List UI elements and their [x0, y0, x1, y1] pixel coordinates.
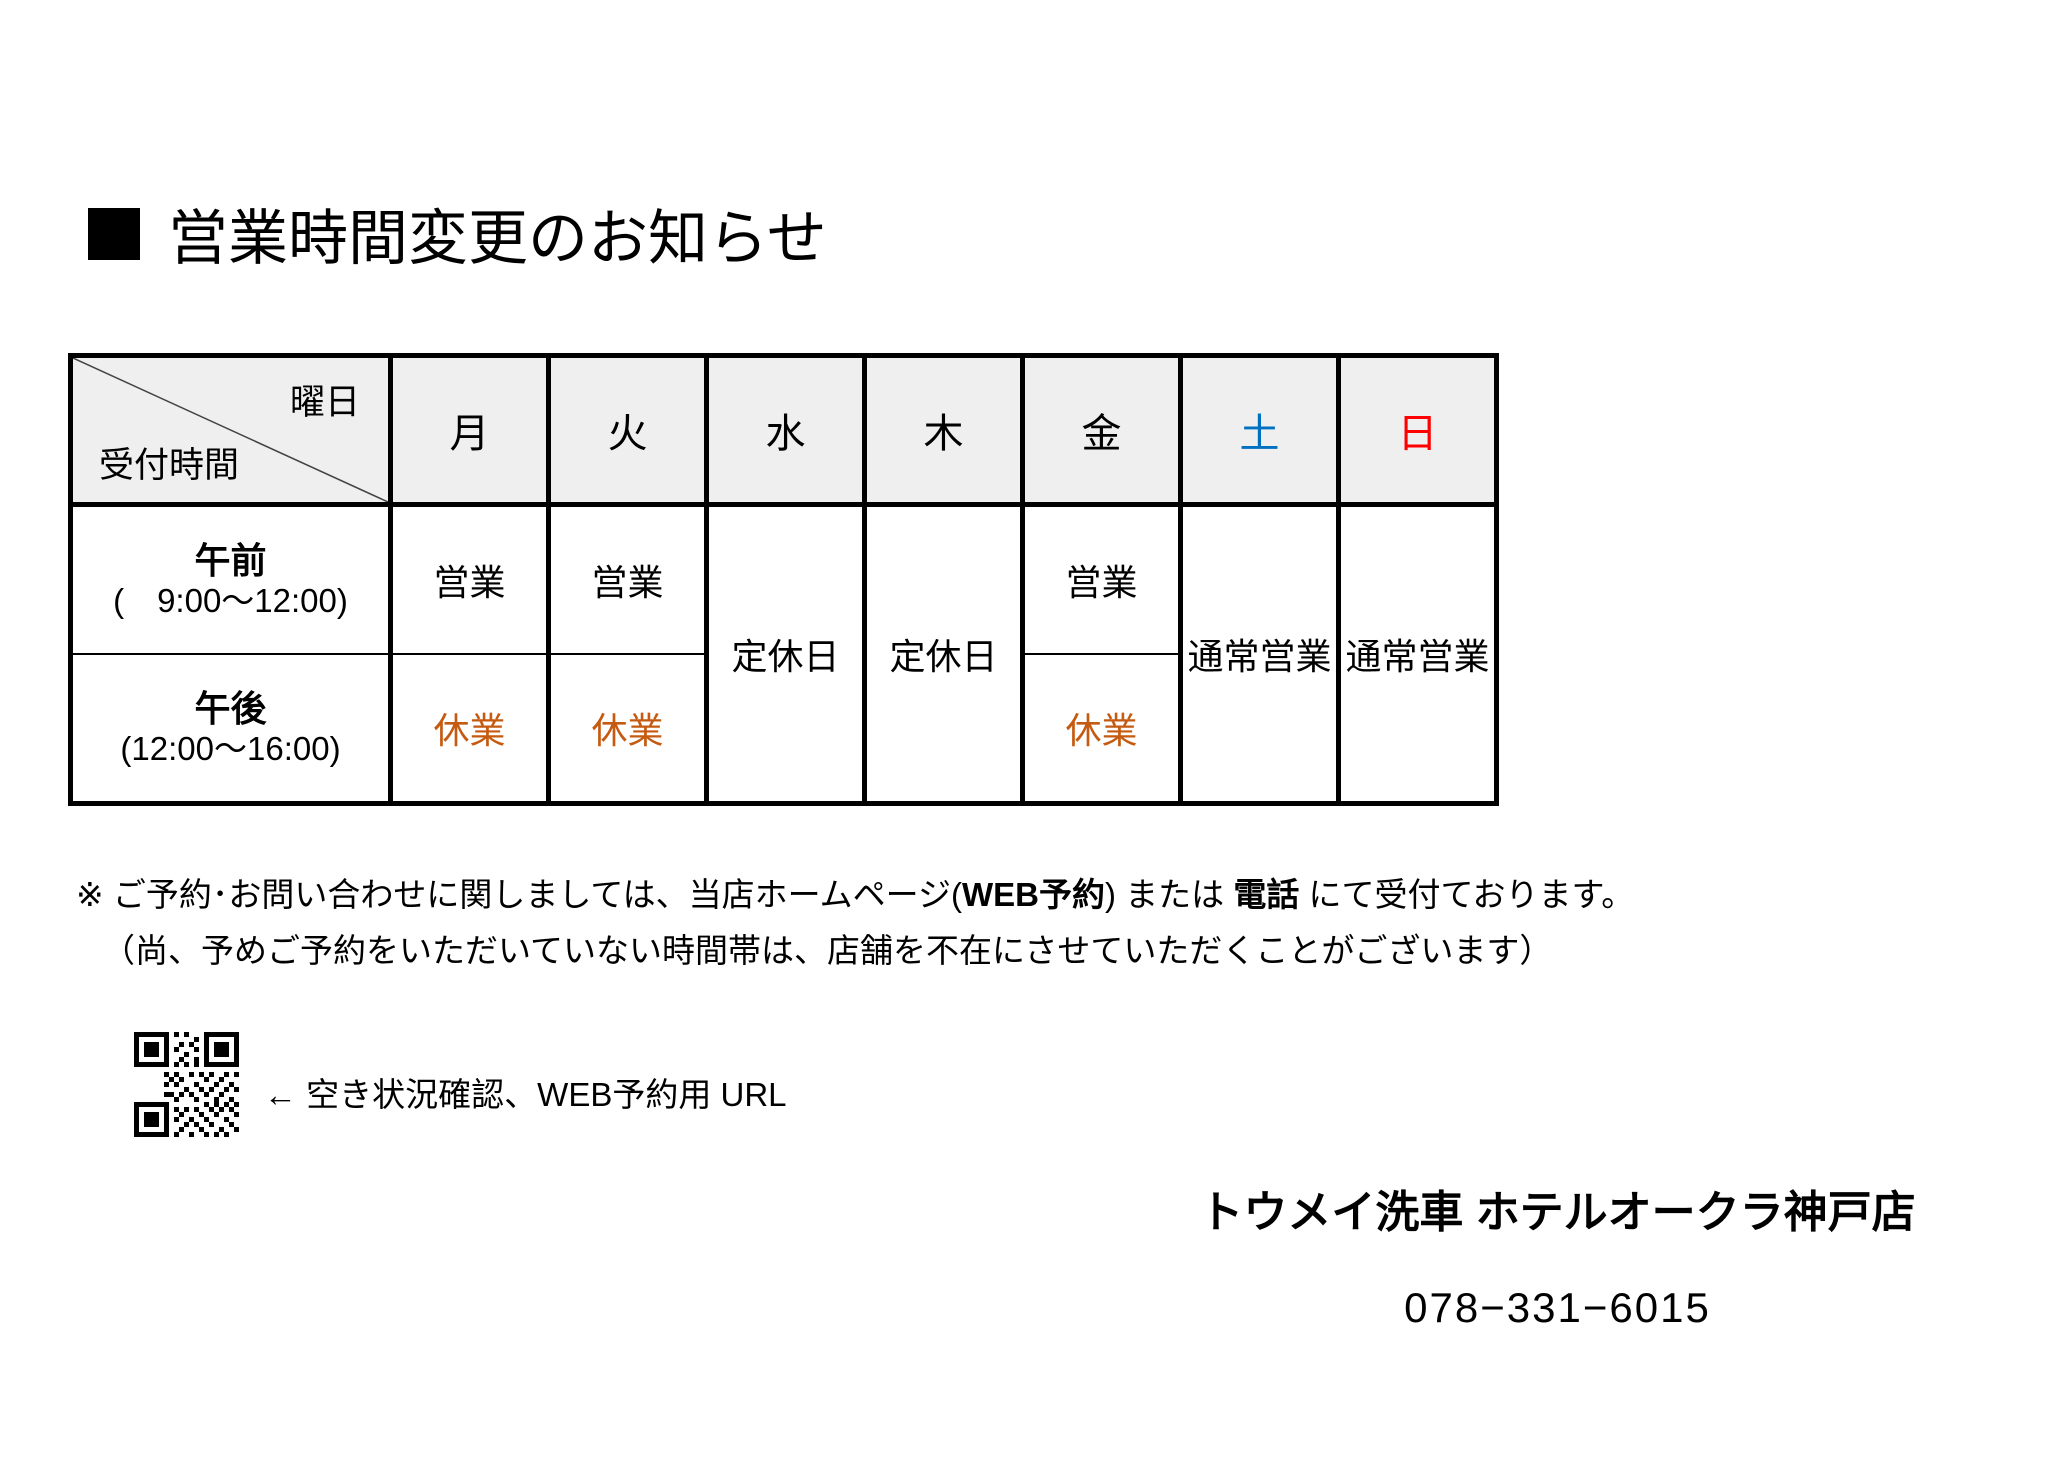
- cell-mon-am: 営業: [388, 502, 551, 655]
- diagonal-divider-line: [73, 358, 388, 502]
- cell-wed-allday: 定休日: [704, 502, 867, 806]
- table-row-morning: 午前 ( 9:00～12:00) 営業 営業 定休日 定休日 営業 通常営業 通…: [68, 502, 1499, 806]
- note1-bold-web: WEB予約: [962, 876, 1106, 913]
- corner-label-day: 曜日: [289, 383, 360, 422]
- phone-number: 078−331−6015: [1404, 1284, 1711, 1331]
- row-label-afternoon: 午後 (12:00～16:00): [68, 653, 393, 806]
- cell-fri-am: 営業: [1020, 502, 1183, 655]
- cell-tue-am: 営業: [546, 502, 709, 655]
- qr-code: [134, 1032, 239, 1137]
- day-header-thu: 木: [862, 353, 1025, 507]
- row-label-morning: 午前 ( 9:00～12:00): [68, 502, 393, 655]
- note1-text: にて受付ております。: [1299, 876, 1635, 913]
- period-time: ( 9:00～12:00): [113, 581, 348, 619]
- corner-header-cell: 曜日 受付時間: [68, 353, 393, 507]
- day-header-tue: 火: [546, 353, 709, 507]
- cell-tue-pm: 休業: [546, 653, 709, 806]
- page-title-text: 営業時間変更のお知らせ: [168, 205, 827, 272]
- business-hours-table: 曜日 受付時間 月 火 水 木 金 土 日 午前 ( 9:00～12:00) 営…: [68, 353, 1499, 806]
- page-title: 営業時間変更のお知らせ: [88, 190, 827, 277]
- store-name: トウメイ洗車 ホテルオークラ神戸店: [1199, 1188, 1916, 1237]
- title-bullet-square-icon: [88, 207, 140, 260]
- qr-caption: ← 空き状況確認、WEB予約用 URL: [264, 1076, 787, 1113]
- period-label: 午後: [194, 688, 267, 730]
- table-header-row: 曜日 受付時間 月 火 水 木 金 土 日: [68, 353, 1499, 507]
- note-line-2: （尚、予めご予約をいただいていない時間帯は、店舗を不在にさせていただくことがござ…: [102, 932, 1553, 969]
- day-header-fri: 金: [1020, 353, 1183, 507]
- day-header-wed: 水: [704, 353, 867, 507]
- corner-label-reception-time: 受付時間: [99, 446, 240, 485]
- cell-sun-allday: 通常営業: [1336, 502, 1499, 806]
- cell-fri-pm: 休業: [1020, 653, 1183, 806]
- note-line-1: ※ ご予約･お問い合わせに関しましては、当店ホームページ(WEB予約) または …: [76, 868, 1634, 916]
- note1-bold-phone: 電話: [1233, 876, 1300, 913]
- note1-text: ※ ご予約･お問い合わせに関しましては、当店ホームページ(: [76, 876, 963, 913]
- period-time: (12:00～16:00): [120, 729, 341, 767]
- cell-sat-allday: 通常営業: [1178, 502, 1341, 806]
- day-header-sat: 土: [1178, 353, 1341, 507]
- period-label: 午前: [194, 540, 267, 582]
- table-row-afternoon: 午後 (12:00～16:00) 休業 休業 休業: [68, 653, 1497, 806]
- cell-mon-pm: 休業: [388, 653, 551, 806]
- day-header-mon: 月: [388, 353, 551, 507]
- note1-text: ) または: [1105, 876, 1234, 913]
- day-header-sun: 日: [1336, 353, 1499, 507]
- cell-thu-allday: 定休日: [862, 502, 1025, 806]
